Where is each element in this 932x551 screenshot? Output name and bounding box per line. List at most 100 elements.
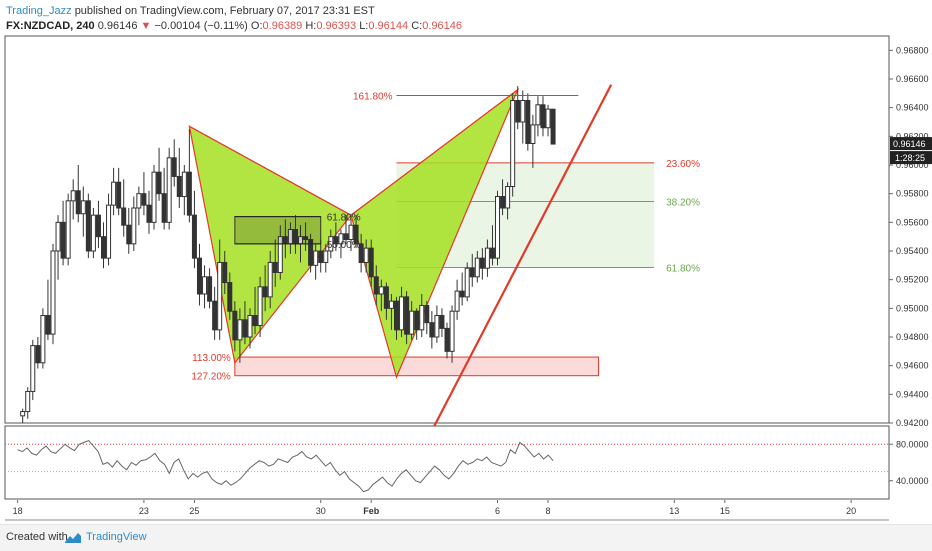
candle-body — [40, 315, 46, 364]
time-tick-label: 25 — [189, 506, 199, 516]
author-link[interactable]: Trading_Jazz — [6, 5, 72, 17]
candle-body — [404, 296, 410, 335]
publish-info: published on TradingView.com, February 0… — [74, 5, 375, 17]
support-trendline[interactable] — [433, 84, 613, 427]
candle-body — [414, 310, 420, 331]
candle-body — [247, 315, 253, 338]
candle-body — [111, 181, 117, 206]
candle-body — [25, 390, 31, 413]
price-tick-label: 0.96800 — [896, 45, 929, 55]
candle-body — [45, 315, 51, 335]
low-value: 0.96144 — [368, 20, 409, 32]
candle-body — [515, 100, 521, 123]
time-tick-label: 20 — [846, 506, 856, 516]
candle-body — [535, 104, 541, 126]
candle-body — [95, 214, 101, 238]
last-price: 0.96146 — [97, 20, 138, 32]
countdown-badge — [890, 151, 932, 165]
created-with-label: Created with — [6, 531, 68, 543]
price-tick-label: 0.94400 — [896, 389, 929, 399]
candle-body — [469, 267, 475, 278]
candle-body — [399, 296, 405, 331]
candle-body — [459, 290, 465, 298]
time-tick-label: 23 — [139, 506, 149, 516]
candle-body — [30, 345, 36, 392]
candle-body — [75, 190, 81, 215]
candle-body — [449, 310, 455, 352]
high-value: 0.96393 — [316, 20, 357, 32]
high-label: H: — [305, 20, 317, 32]
candle-body — [80, 200, 86, 215]
tradingview-brand-link[interactable]: TradingView — [86, 531, 147, 543]
candle-body — [116, 181, 122, 209]
xab-fib-label: 50.00% — [327, 240, 361, 251]
candle-body — [212, 300, 218, 331]
candle-body — [439, 315, 445, 329]
rsi-line — [17, 440, 554, 493]
candle-body — [156, 171, 162, 195]
close-label: C: — [411, 20, 423, 32]
candle-body — [146, 204, 152, 223]
candle-body — [373, 276, 379, 295]
chart-header: Trading_Jazz published on TradingView.co… — [6, 4, 375, 18]
candle-body — [388, 300, 394, 309]
candle-body — [323, 250, 329, 263]
candle-body — [55, 221, 61, 252]
candle-body — [161, 193, 167, 223]
time-tick-label: 18 — [13, 506, 23, 516]
candle-body — [530, 124, 536, 145]
candle-body — [196, 257, 202, 295]
candle-body — [393, 300, 399, 331]
price-tick-label: 0.95600 — [896, 217, 929, 227]
target-fib-label: 38.20% — [666, 198, 700, 209]
candle-body — [338, 233, 344, 245]
candle-body — [65, 200, 71, 259]
xab-fib-label: 61.80% — [327, 213, 361, 224]
time-tick-label: 30 — [316, 506, 326, 516]
candle-body — [378, 286, 384, 295]
rsi-tick-label: 80.0000 — [896, 439, 929, 449]
candle-body — [141, 193, 147, 206]
target-fib-label: 23.60% — [666, 159, 700, 170]
candle-body — [419, 304, 425, 331]
candle-body — [222, 261, 228, 284]
footer: Created with TradingView — [0, 524, 932, 551]
candle-body — [358, 243, 364, 263]
prz-level-label: 113.00% — [192, 353, 231, 364]
candle-body — [328, 236, 334, 252]
candle-body — [409, 310, 415, 335]
candle-body — [313, 250, 319, 266]
price-tick-label: 0.94600 — [896, 361, 929, 371]
countdown-badge-text: 1:28:25 — [895, 153, 925, 163]
candle-body — [520, 100, 526, 123]
target-fib-label: 61.80% — [666, 263, 700, 274]
candle-body — [20, 411, 26, 417]
candle-body — [126, 224, 132, 245]
price-tick-label: 0.95400 — [896, 246, 929, 256]
tradingview-logo-icon — [65, 533, 81, 543]
candle-body — [348, 224, 354, 241]
price-chart[interactable]: 0.96800 0.96600 0.96400 0.96200 0.96000 0.958… — [0, 0, 932, 524]
candle-body — [101, 236, 107, 259]
price-change: −0.00104 (−0.11%) — [154, 20, 248, 32]
candle-body — [237, 319, 243, 341]
candle-body — [60, 221, 66, 259]
candle-body — [500, 196, 506, 209]
candle-body — [257, 286, 263, 327]
price-tick-label: 0.95800 — [896, 189, 929, 199]
candle-body — [232, 310, 238, 341]
candle-body — [252, 315, 258, 327]
candle-body — [525, 100, 531, 144]
candle-body — [353, 224, 359, 245]
symbol-label: FX:NZDCAD, 240 — [6, 20, 95, 32]
open-label: O: — [250, 20, 263, 32]
candle-body — [333, 236, 339, 245]
price-tick-label: 0.94200 — [896, 418, 929, 428]
price-tick-label: 0.96200 — [896, 131, 929, 141]
pattern-bd-line — [350, 89, 519, 216]
price-tick-label: 0.95200 — [896, 275, 929, 285]
quote-line: FX:NZDCAD, 240 0.96146 ▼ −0.00104 (−0.11… — [6, 19, 462, 33]
candle-body — [272, 261, 278, 274]
candle-body — [479, 257, 485, 269]
price-tick-label: 0.95000 — [896, 303, 929, 313]
